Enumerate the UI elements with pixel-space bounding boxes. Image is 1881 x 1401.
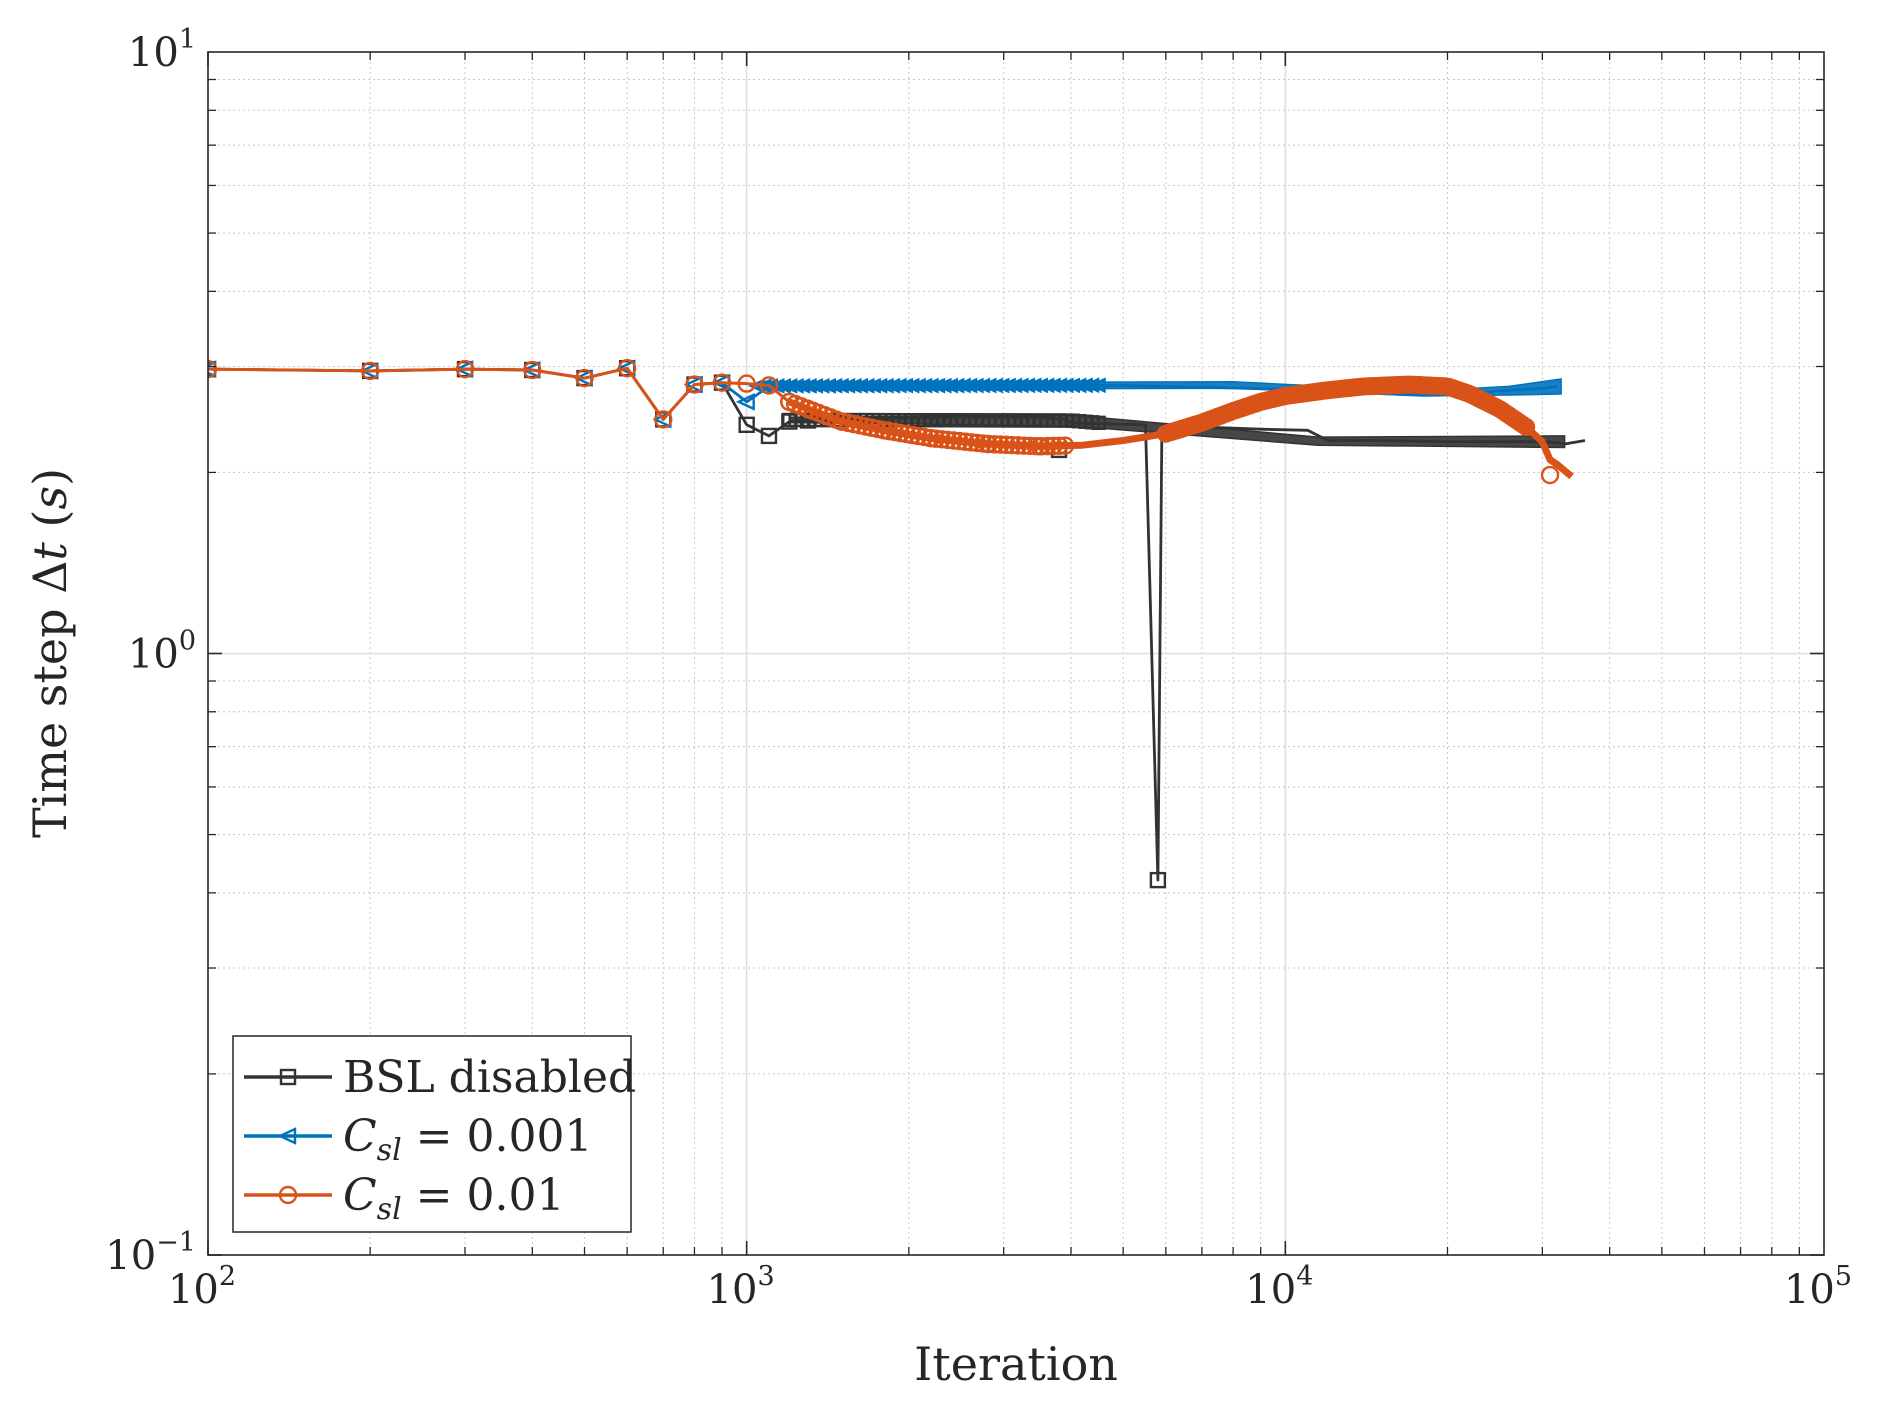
series-marker bbox=[950, 431, 969, 451]
y-tick-label: 10−1 bbox=[105, 1227, 196, 1279]
series-marker bbox=[956, 432, 975, 451]
series-marker bbox=[1055, 436, 1075, 455]
legend-marker bbox=[279, 1068, 297, 1086]
series-marker bbox=[685, 375, 704, 394]
x-tick-label: 103 bbox=[707, 1261, 775, 1313]
series-marker bbox=[832, 412, 851, 431]
series-marker bbox=[997, 435, 1016, 455]
series-marker bbox=[1540, 465, 1560, 485]
series-marker bbox=[760, 427, 778, 445]
grid bbox=[208, 52, 1824, 1255]
series-marker bbox=[874, 421, 894, 440]
series-marker bbox=[737, 374, 756, 393]
series-marker bbox=[523, 360, 542, 380]
series-layer bbox=[208, 359, 1586, 889]
series-marker bbox=[1008, 436, 1028, 455]
series-marker bbox=[1044, 436, 1063, 456]
series-marker bbox=[985, 435, 1004, 454]
legend-label: Csl = 0.001 bbox=[343, 1111, 592, 1168]
series-marker bbox=[1049, 436, 1069, 456]
series-marker bbox=[654, 410, 673, 429]
series-circle bbox=[208, 359, 1574, 485]
series-marker bbox=[455, 359, 475, 379]
series-marker bbox=[932, 430, 952, 449]
series-marker bbox=[921, 429, 941, 448]
series-marker bbox=[1517, 417, 1536, 436]
x-axis-label: Iteration bbox=[914, 1337, 1118, 1391]
series-marker bbox=[759, 376, 779, 395]
series-marker bbox=[967, 433, 987, 453]
legend-box bbox=[232, 1035, 632, 1233]
series-marker bbox=[781, 413, 798, 430]
series-marker bbox=[712, 373, 732, 392]
legend-marker bbox=[277, 1127, 297, 1145]
series-marker bbox=[978, 434, 997, 454]
series-marker bbox=[780, 392, 799, 412]
series-marker bbox=[798, 399, 818, 419]
legend-marker bbox=[278, 1185, 298, 1205]
legend-label: Csl = 0.01 bbox=[343, 1170, 564, 1227]
y-tick-label: 100 bbox=[128, 626, 196, 678]
series-marker bbox=[575, 368, 594, 388]
y-axis-label: Time step Δt (s) bbox=[23, 468, 77, 838]
series-marker bbox=[1149, 871, 1167, 889]
series-marker bbox=[617, 359, 637, 378]
series-marker bbox=[360, 361, 380, 381]
ticks bbox=[207, 52, 1824, 1256]
series-marker bbox=[735, 393, 755, 411]
legend-label: BSL disabled bbox=[343, 1052, 636, 1103]
x-tick-label: 105 bbox=[1784, 1261, 1852, 1313]
series-marker bbox=[944, 431, 963, 450]
series-marker bbox=[738, 416, 755, 434]
series-marker bbox=[991, 435, 1010, 454]
y-tick-label: 101 bbox=[128, 24, 196, 76]
series-marker bbox=[1038, 436, 1057, 456]
series-marker bbox=[1030, 437, 1049, 456]
series-marker bbox=[208, 359, 218, 379]
series-marker bbox=[1003, 435, 1022, 455]
series-marker bbox=[1020, 436, 1040, 456]
x-tick-label: 102 bbox=[168, 1261, 236, 1313]
x-tick-label: 104 bbox=[1245, 1261, 1313, 1313]
tick-labels: 102 103 104 105 10−1 100 101 bbox=[105, 24, 1852, 1313]
